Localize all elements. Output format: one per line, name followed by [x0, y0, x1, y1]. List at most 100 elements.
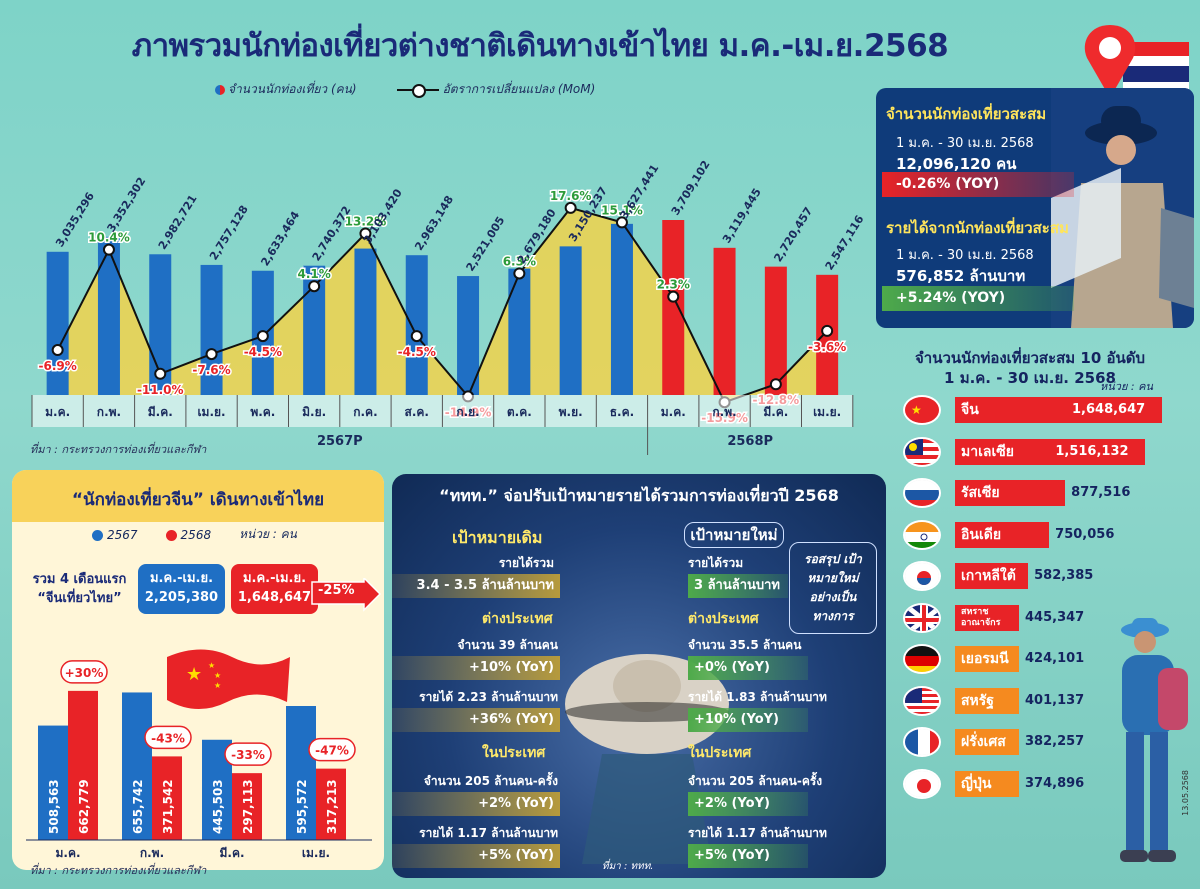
- cn-month-3: เม.ย.: [302, 846, 330, 860]
- mom-label-9: 6.3%: [503, 254, 536, 268]
- china-flag-icon: ★: [903, 395, 941, 425]
- india-flag-icon: [903, 519, 941, 550]
- mom-point-0: [51, 344, 64, 357]
- china-title: “นักท่องเที่ยวจีน” เดินทางเข้าไทย: [12, 470, 384, 522]
- x-tick-10: พ.ย.: [559, 405, 583, 419]
- bar-1: [97, 236, 120, 395]
- bar-13: [713, 247, 736, 395]
- cn-change-badge-1: [144, 725, 192, 750]
- top10-value: 424,101: [1025, 651, 1085, 666]
- cn-change-2: -33%: [231, 748, 265, 762]
- bar-label-12: 3,709,102: [669, 158, 713, 217]
- new-target-head: เป้าหมายใหม่: [684, 522, 784, 548]
- x-tick-14: มี.ค.: [763, 405, 788, 419]
- top10-value: 401,137: [1025, 692, 1085, 708]
- mom-label-5: 4.1%: [298, 267, 331, 281]
- x-tick-1: ก.พ.: [97, 405, 121, 419]
- target-title: “ททท.” จ่อปรับเป้าหมายรายได้รวมการท่องเท…: [439, 486, 839, 505]
- mom-point-2: [154, 367, 167, 380]
- mom-point-10: [564, 201, 577, 214]
- china-total-change: -25%: [318, 583, 355, 598]
- visitors-cum-head: จำนวนนักท่องเที่ยวสะสม: [886, 105, 1047, 123]
- new-foreign-rev-pct: +10% (YoY): [688, 708, 808, 732]
- bar-7: [405, 255, 428, 395]
- svg-text:★: ★: [214, 681, 221, 690]
- mom-label-7: -4.5%: [398, 345, 436, 359]
- cn-2568-label-1: 371,542: [161, 779, 175, 834]
- top10-country: สหรัฐ: [961, 692, 995, 709]
- x-tick-13: ก.พ.: [712, 405, 736, 419]
- china-2568-total: ม.ค.-เม.ย. 1,648,647: [231, 564, 318, 614]
- cn-change-1: -43%: [151, 731, 185, 745]
- mom-label-15: -3.6%: [808, 340, 846, 354]
- malaysia-flag-icon: [903, 436, 941, 467]
- mom-point-4: [256, 330, 269, 343]
- mom-point-12: [667, 290, 680, 303]
- old-foreign-count-pct: +10% (YoY): [392, 656, 560, 680]
- top10-bar: อินเดีย: [955, 521, 1050, 548]
- bar-label-13: 3,119,445: [720, 186, 764, 245]
- top10-country: มาเลเซีย: [961, 443, 1014, 460]
- visitors-cum-value: 12,096,120 คน: [896, 155, 1017, 173]
- mom-point-5: [308, 280, 321, 293]
- new-total: 3 ล้านล้านบาท: [688, 574, 788, 598]
- x-tick-6: ก.ค.: [353, 405, 377, 419]
- old-total: 3.4 - 3.5 ล้านล้านบาท: [392, 574, 560, 598]
- bar-label-15: 2,547,116: [823, 213, 867, 273]
- old-foreign-rev-pct: +36% (YoY): [392, 708, 560, 732]
- old-target-head: เป้าหมายเดิม: [452, 528, 543, 547]
- target-box: “ททท.” จ่อปรับเป้าหมายรายได้รวมการท่องเท…: [392, 474, 886, 878]
- svg-text:★: ★: [214, 671, 221, 680]
- germany-flag-icon: [903, 644, 941, 674]
- year-group-1: 2568P: [727, 434, 773, 449]
- new-foreign-count-pct: +0% (YoY): [688, 656, 808, 680]
- bar-label-2: 2,982,721: [156, 192, 200, 251]
- bar-11: [610, 223, 633, 395]
- bar-8: [457, 276, 480, 395]
- japan-flag-icon: [903, 768, 941, 799]
- svg-text:★: ★: [186, 664, 202, 685]
- top10-country: เกาหลีใต้: [961, 568, 1016, 584]
- cn-change-0: +30%: [65, 666, 104, 680]
- x-tick-2: มี.ค.: [148, 405, 173, 419]
- china-monthly-chart: 508,563 662,779 +30% ม.ค. 655,742 371,542 -43%…: [26, 660, 372, 860]
- chart-legend: จำนวนนักท่องเที่ยว (คน) อัตราการเปลี่ยนแ…: [215, 80, 595, 99]
- revenue-cum-period: 1 ม.ค. - 30 เม.ย. 2568: [896, 248, 1034, 263]
- old-dom-count: จำนวน 205 ล้านคน-ครั้ง: [423, 774, 558, 788]
- top10-country: เยอรมนี: [961, 651, 1009, 667]
- bar-label-1: 3,352,302: [104, 175, 148, 234]
- china-2567-total: ม.ค.-เม.ย. 2,205,380: [138, 564, 225, 614]
- usa-flag-icon: [903, 685, 941, 716]
- old-foreign-count: จำนวน 39 ล้านคน: [457, 638, 559, 652]
- cn-change-3: -47%: [315, 744, 349, 758]
- x-tick-15: เม.ย.: [813, 405, 841, 419]
- mom-label-4: -4.5%: [244, 345, 282, 359]
- top10-value: 382,257: [1025, 734, 1085, 749]
- traveler-photo: [1051, 88, 1194, 328]
- mom-point-15: [821, 324, 834, 337]
- new-dom-rev-pct: +5% (YoY): [688, 844, 808, 868]
- top10-bar: จีน: [955, 397, 1162, 423]
- bar-10: [559, 246, 582, 395]
- bar-14: [764, 266, 787, 395]
- top10-country: รัสเซีย: [961, 485, 1000, 501]
- mom-label-0: -6.9%: [39, 359, 77, 373]
- cn-change-badge-0: [60, 660, 108, 684]
- korea-flag-icon: [903, 561, 941, 591]
- bar-label-7: 2,963,148: [412, 193, 456, 252]
- visitors-cum-period: 1 ม.ค. - 30 เม.ย. 2568: [896, 136, 1034, 151]
- china-source: ที่มา : กระทรวงการท่องเที่ยวและกีฬา: [30, 864, 207, 877]
- cn-2568-bar-3: [316, 768, 346, 840]
- mom-area: [57, 207, 828, 403]
- cn-change-badge-3: [308, 737, 356, 762]
- svg-text:★: ★: [911, 403, 922, 417]
- cn-change-badge-2: [224, 742, 272, 766]
- bar-0: [46, 251, 69, 395]
- cn-2568-bar-2: [232, 773, 262, 840]
- mom-label-3: -7.6%: [192, 363, 230, 377]
- mom-point-7: [410, 330, 423, 343]
- old-dom-count-pct: +2% (YoY): [392, 792, 560, 816]
- note-pill: รอสรุป เป้าหมายใหม่ อย่างเป็น ทางการ: [789, 542, 877, 634]
- revenue-cum-value: 576,852 ล้านบาท: [896, 267, 1026, 285]
- china-box: “นักท่องเที่ยวจีน” เดินทางเข้าไทย 2567 2…: [12, 470, 384, 870]
